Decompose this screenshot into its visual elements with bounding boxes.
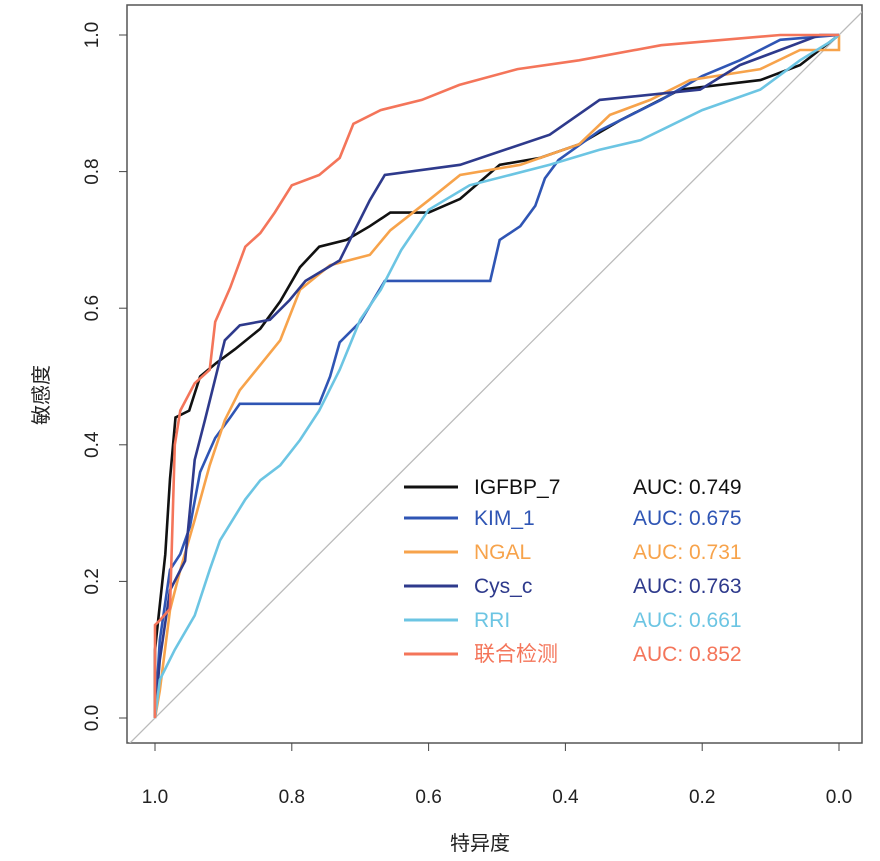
- x-tick-label: 1.0: [142, 787, 168, 808]
- y-tick-label: 0.6: [82, 295, 103, 321]
- legend-auc: AUC: 0.731: [633, 541, 742, 564]
- y-axis-label: 敏感度: [29, 365, 53, 425]
- y-tick-label: 0.2: [82, 568, 103, 594]
- legend-label: IGFBP_7: [474, 476, 560, 499]
- x-tick-label: 0.8: [279, 787, 305, 808]
- legend-auc: AUC: 0.749: [633, 476, 742, 499]
- legend-auc: AUC: 0.661: [633, 609, 742, 632]
- y-tick-label: 0.0: [82, 705, 103, 731]
- x-axis-label: 特异度: [450, 831, 510, 855]
- x-tick-label: 0.2: [689, 787, 715, 808]
- legend-auc: AUC: 0.675: [633, 507, 742, 530]
- reference-diagonal: [129, 11, 862, 743]
- legend-auc: AUC: 0.852: [633, 643, 742, 666]
- roc-curves: [153, 33, 841, 719]
- roc-curve-4: [153, 33, 840, 719]
- legend-label: Cys_c: [474, 575, 532, 598]
- y-tick-label: 0.8: [82, 158, 103, 184]
- roc-curve-3: [153, 33, 839, 719]
- y-tick-label: 1.0: [82, 22, 103, 48]
- legend-label: 联合检测: [474, 643, 558, 666]
- legend-label: KIM_1: [474, 507, 535, 530]
- roc-curve-2: [153, 35, 841, 719]
- y-axis: 0.0 0.2 0.4 0.6 0.8 1.0: [82, 22, 127, 731]
- legend-auc: AUC: 0.763: [633, 575, 742, 598]
- x-tick-label: 0.6: [415, 787, 441, 808]
- legend: IGFBP_7 AUC: 0.749 KIM_1 AUC: 0.675 NGAL AUC:…: [404, 476, 742, 666]
- legend-label: NGAL: [474, 541, 531, 564]
- x-axis: 1.0 0.8 0.6 0.4 0.2 0.0: [142, 743, 852, 808]
- x-tick-label: 0.0: [826, 787, 852, 808]
- y-tick-label: 0.4: [82, 431, 103, 458]
- x-tick-label: 0.4: [552, 787, 579, 808]
- roc-curve-5: [153, 33, 839, 718]
- plot-frame: [126, 4, 863, 744]
- legend-label: RRI: [474, 609, 510, 632]
